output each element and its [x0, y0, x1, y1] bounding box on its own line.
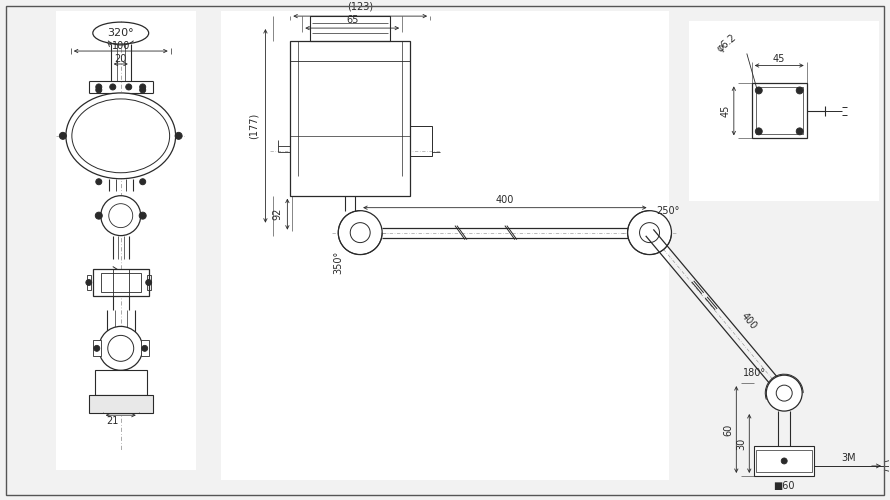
Circle shape — [60, 132, 67, 140]
Bar — [752, 84, 806, 138]
Circle shape — [766, 375, 802, 411]
Circle shape — [756, 87, 762, 94]
Bar — [221, 11, 669, 480]
Text: φ6.2: φ6.2 — [716, 32, 739, 54]
Circle shape — [101, 196, 141, 235]
Text: 60: 60 — [724, 424, 733, 436]
Bar — [56, 11, 196, 470]
Text: 45: 45 — [721, 104, 731, 117]
Bar — [756, 450, 813, 472]
Circle shape — [99, 326, 142, 370]
Circle shape — [109, 84, 116, 90]
Text: 350°: 350° — [333, 251, 344, 274]
Circle shape — [175, 132, 182, 140]
Circle shape — [96, 87, 101, 93]
Bar — [93, 340, 101, 356]
Bar — [87, 274, 91, 290]
Text: ■60: ■60 — [773, 481, 795, 491]
Circle shape — [96, 84, 101, 90]
Bar — [89, 395, 153, 413]
Text: 21: 21 — [107, 416, 119, 426]
Bar — [93, 268, 149, 296]
Ellipse shape — [66, 93, 175, 178]
Text: 3M: 3M — [842, 453, 856, 463]
Text: 100: 100 — [111, 41, 130, 51]
Circle shape — [95, 212, 102, 219]
Text: 92: 92 — [272, 208, 282, 220]
Text: 250°: 250° — [656, 206, 679, 216]
Text: 180°: 180° — [743, 368, 765, 378]
Bar — [141, 340, 149, 356]
Ellipse shape — [93, 22, 149, 44]
Text: 400: 400 — [739, 310, 758, 331]
Circle shape — [797, 87, 803, 94]
Bar — [311, 16, 390, 41]
Text: 320°: 320° — [108, 28, 134, 38]
Circle shape — [146, 280, 151, 285]
Circle shape — [797, 128, 803, 135]
Circle shape — [139, 212, 146, 219]
Circle shape — [781, 458, 787, 464]
Text: 20: 20 — [115, 54, 127, 64]
Circle shape — [140, 178, 146, 184]
Circle shape — [96, 178, 101, 184]
Text: (123): (123) — [347, 1, 373, 11]
Circle shape — [125, 84, 132, 90]
Circle shape — [140, 87, 146, 93]
Bar — [690, 21, 879, 201]
Text: 30: 30 — [736, 438, 747, 450]
Circle shape — [142, 346, 148, 352]
Bar — [147, 274, 150, 290]
Circle shape — [627, 210, 671, 254]
Circle shape — [338, 210, 382, 254]
Bar — [101, 272, 141, 292]
Circle shape — [140, 84, 146, 90]
Text: 65: 65 — [346, 15, 359, 25]
Bar — [756, 88, 803, 134]
Bar — [95, 370, 147, 395]
Bar — [290, 41, 410, 196]
Text: (177): (177) — [248, 112, 258, 139]
Circle shape — [93, 346, 100, 352]
Circle shape — [85, 280, 92, 285]
Circle shape — [756, 128, 762, 135]
Text: 400: 400 — [496, 194, 514, 204]
Text: 45: 45 — [773, 54, 785, 64]
Bar — [410, 126, 432, 156]
Bar — [113, 268, 129, 296]
Bar — [754, 446, 814, 476]
